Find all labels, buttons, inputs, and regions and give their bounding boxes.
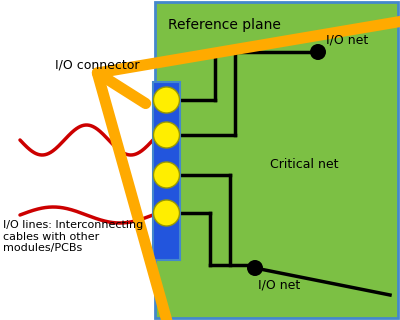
Circle shape <box>154 200 180 226</box>
Text: I/O connector: I/O connector <box>55 59 140 72</box>
Text: I/O lines: Interconnecting
cables with other
modules/PCBs: I/O lines: Interconnecting cables with o… <box>3 220 143 253</box>
Text: Reference plane: Reference plane <box>168 18 281 32</box>
Circle shape <box>310 44 326 60</box>
Text: Critical net: Critical net <box>270 158 338 172</box>
Bar <box>153 82 180 260</box>
Bar <box>155 2 398 318</box>
Circle shape <box>154 87 180 113</box>
Circle shape <box>154 162 180 188</box>
Text: I/O net: I/O net <box>326 34 368 46</box>
Circle shape <box>247 260 263 276</box>
Text: I/O net: I/O net <box>258 278 300 291</box>
Circle shape <box>154 122 180 148</box>
